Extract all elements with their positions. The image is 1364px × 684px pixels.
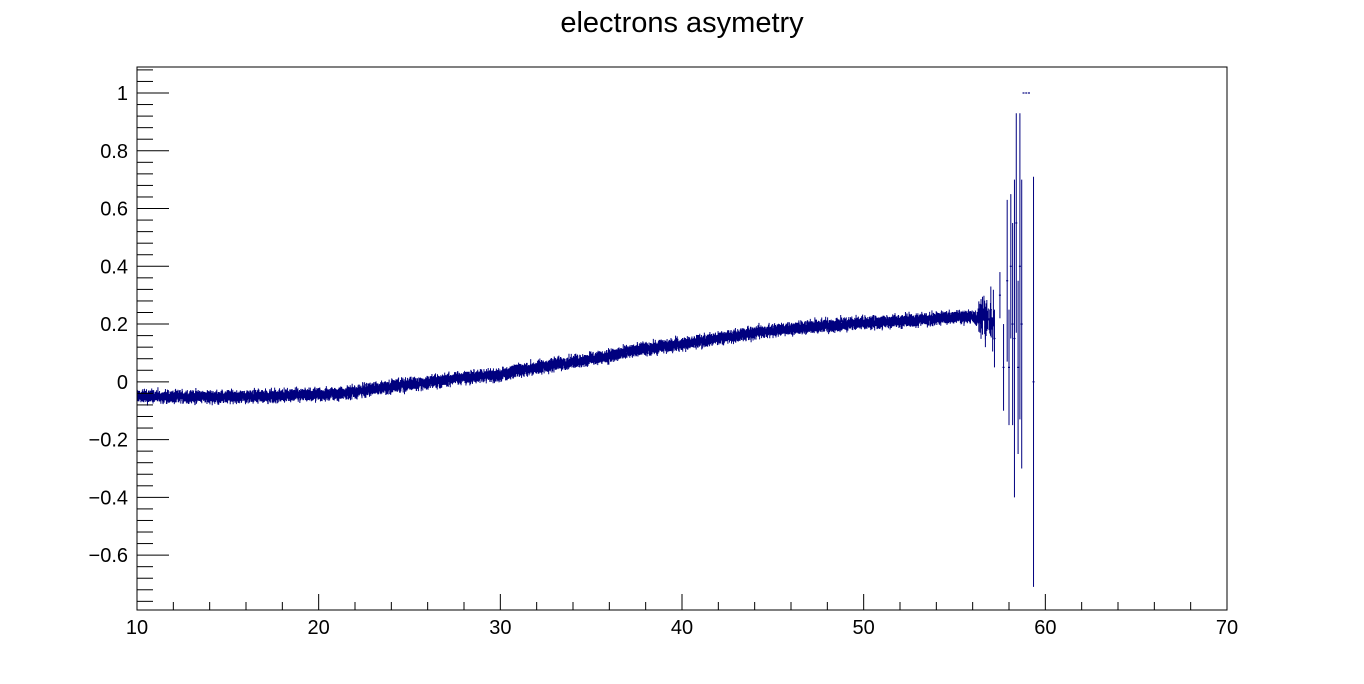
y-tick-label: 0.6 (100, 199, 128, 221)
x-tick-label: 30 (489, 617, 511, 639)
y-tick-label: 0.8 (100, 141, 128, 163)
data-layer (136, 92, 1035, 587)
x-tick-label: 60 (1034, 617, 1056, 639)
y-tick-label: −0.6 (89, 545, 128, 567)
x-tick-label: 40 (671, 617, 693, 639)
x-tick-label: 70 (1216, 617, 1238, 639)
y-tick-label: −0.4 (89, 487, 128, 509)
y-tick-label: 0 (117, 372, 128, 394)
y-tick-label: 0.4 (100, 256, 128, 278)
x-tick-label: 10 (126, 617, 148, 639)
axis-layer: 10 20 30 40 50 60 70 −0.6 −0.4 −0.2 0 0.2 0.4 0.6 0.8 1 (89, 69, 1238, 639)
chart-title: electrons asymetry (560, 7, 804, 39)
y-tick-label: −0.2 (89, 430, 128, 452)
x-tick-label: 50 (853, 617, 875, 639)
y-tick-label: 0.2 (100, 314, 128, 336)
data-series-trace (136, 289, 995, 406)
x-tick-label: 20 (308, 617, 330, 639)
y-tick-label: 1 (117, 83, 128, 105)
